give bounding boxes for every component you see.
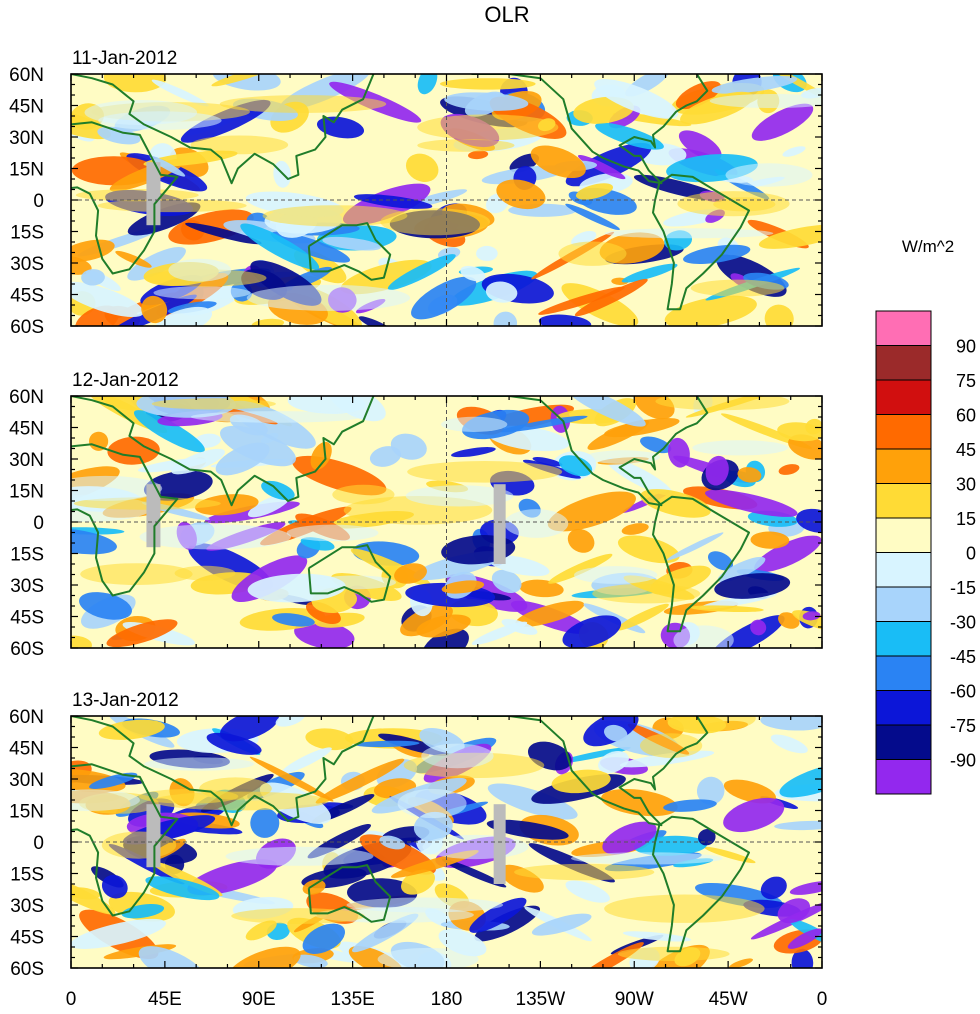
latitude-label: 15S: [10, 545, 44, 566]
colorbar-swatch: [875, 621, 932, 657]
figure-title: OLR: [484, 2, 529, 27]
latitude-label: 15S: [10, 223, 44, 244]
latitude-label: 60S: [10, 317, 44, 338]
latitude-label: 45N: [9, 97, 44, 118]
olr-anomaly-field: [71, 716, 822, 968]
coastlines: [71, 716, 750, 953]
missing-data-strip: [146, 804, 161, 868]
colorbar-label: 60: [956, 406, 976, 426]
colorbar-label: 0: [966, 544, 976, 564]
colorbar-swatch: [875, 414, 932, 450]
map-panels: 60N 45N 30N 15N 0 15S 30S 45S 60S 11-Jan-2012 60N 4…: [9, 48, 823, 980]
latitude-label: 30N: [9, 770, 44, 791]
latitude-label: 15N: [9, 482, 44, 503]
latitude-label: 15N: [9, 802, 44, 823]
latitude-label: 0: [33, 833, 44, 854]
colorbar-swatch: [875, 759, 932, 795]
latitude-label: 45S: [10, 286, 44, 307]
longitude-label: 180: [431, 989, 463, 1010]
latitude-label: 30S: [10, 576, 44, 597]
latitude-label: 45S: [10, 608, 44, 629]
olr-anomaly-field: [71, 74, 822, 326]
map-panel: 60N 45N 30N 15N 0 15S 30S 45S 60S 11-Jan-2012: [9, 48, 823, 338]
longitude-label: 90E: [242, 989, 276, 1010]
latitude-label: 0: [33, 513, 44, 534]
latitude-label: 60N: [9, 65, 44, 86]
latitude-label: 30S: [10, 254, 44, 275]
missing-data-strip: [493, 804, 506, 884]
longitude-label: 0: [817, 989, 828, 1010]
latitude-label: 15N: [9, 160, 44, 181]
longitude-label: 45W: [709, 989, 748, 1010]
colorbar-label: -30: [950, 613, 976, 633]
latitude-label: 15S: [10, 865, 44, 886]
colorbar-swatch: [875, 655, 932, 691]
colorbar-swatch: [875, 483, 932, 519]
colorbar-swatch: [875, 517, 932, 553]
latitude-label: 45N: [9, 419, 44, 440]
latitude-label: 45N: [9, 739, 44, 760]
coastlines: [71, 396, 750, 633]
colorbar-label: -15: [950, 578, 976, 598]
missing-data-strip: [146, 162, 161, 226]
latitude-label: 0: [33, 191, 44, 212]
map-panel: 60N 45N 30N 15N 0 15S 30S 45S 60S 12-Jan-2012: [9, 370, 823, 660]
missing-data-strip: [493, 484, 506, 564]
longitude-label: 90W: [615, 989, 654, 1010]
colorbar-swatch: [875, 379, 932, 415]
coastlines: [71, 74, 750, 311]
longitude-label: 45E: [148, 989, 182, 1010]
latitude-label: 60N: [9, 387, 44, 408]
olr-anomaly-field: [71, 396, 822, 648]
colorbar-label: 90: [956, 337, 976, 357]
longitude-label: 0: [66, 989, 77, 1010]
colorbar-swatch: [875, 586, 932, 622]
map-panel: 60N 45N 30N 15N 0 15S 30S 45S 60S 13-Jan-2012: [9, 690, 823, 980]
colorbar-label: -75: [950, 716, 976, 736]
colorbar-swatch: [875, 448, 932, 484]
colorbar: 90 75 60 45 30 15 0 -15 -30 -45 -60 -75 -90: [875, 310, 976, 795]
colorbar-swatch: [875, 552, 932, 588]
missing-data-strip: [146, 484, 161, 548]
latitude-label: 60S: [10, 639, 44, 660]
colorbar-label: 45: [956, 440, 976, 460]
colorbar-swatch: [875, 724, 932, 760]
latitude-label: 60S: [10, 959, 44, 980]
colorbar-swatch: [875, 345, 932, 381]
longitude-label: 135E: [330, 989, 374, 1010]
panel-date: 11-Jan-2012: [72, 48, 177, 69]
latitude-label: 30N: [9, 450, 44, 471]
colorbar-label: -45: [950, 647, 976, 667]
colorbar-label: 30: [956, 475, 976, 495]
longitude-label: 135W: [516, 989, 566, 1010]
latitude-label: 60N: [9, 707, 44, 728]
latitude-label: 30N: [9, 128, 44, 149]
colorbar-label: -90: [950, 751, 976, 771]
units-label: W/m^2: [902, 237, 954, 256]
latitude-label: 30S: [10, 896, 44, 917]
colorbar-label: 75: [956, 371, 976, 391]
colorbar-swatch: [875, 690, 932, 726]
colorbar-swatch: [875, 310, 932, 346]
longitude-axis-labels: 0 45E 90E 135E 180 135W 90W 45W 0: [66, 989, 828, 1010]
latitude-label: 45S: [10, 928, 44, 949]
panel-date: 13-Jan-2012: [72, 690, 179, 711]
colorbar-label: 15: [956, 509, 976, 529]
panel-date: 12-Jan-2012: [72, 370, 179, 391]
colorbar-label: -60: [950, 682, 976, 702]
